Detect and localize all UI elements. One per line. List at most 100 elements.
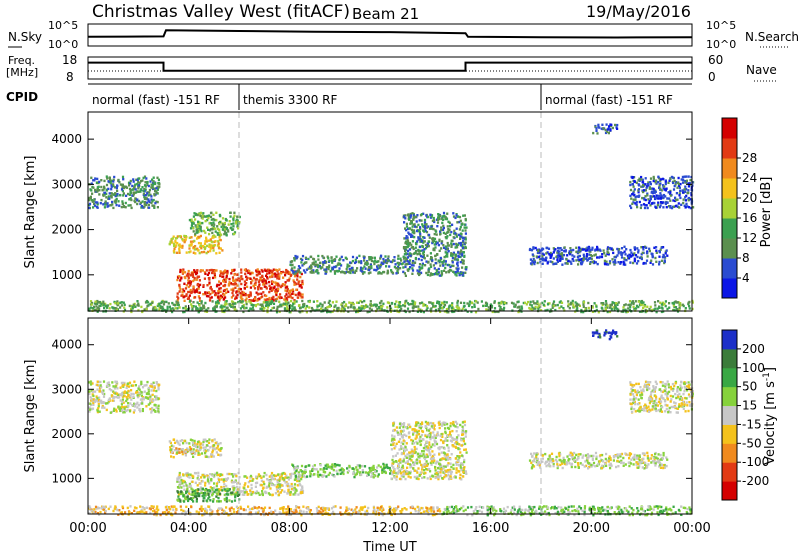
data-cell xyxy=(114,385,117,388)
data-cell xyxy=(121,202,124,205)
data-cell xyxy=(248,293,251,297)
data-cell xyxy=(215,484,218,488)
data-cell xyxy=(440,242,443,245)
data-cell xyxy=(631,183,634,186)
data-cell xyxy=(448,268,451,272)
data-cell xyxy=(629,303,632,306)
data-cell xyxy=(228,499,231,502)
data-cell xyxy=(644,195,647,198)
data-cell xyxy=(251,479,254,482)
data-cell xyxy=(150,411,153,414)
data-cell xyxy=(184,450,187,453)
data-cell xyxy=(261,280,264,283)
data-cell xyxy=(559,255,562,258)
data-cell xyxy=(210,455,213,458)
data-cell xyxy=(150,183,153,186)
data-cell xyxy=(663,260,666,263)
data-cell xyxy=(189,243,192,246)
data-cell xyxy=(219,473,223,476)
data-cell xyxy=(189,274,192,277)
data-cell xyxy=(288,485,291,488)
data-cell xyxy=(638,310,642,313)
data-cell xyxy=(655,194,658,197)
data-cell xyxy=(124,201,127,205)
data-cell xyxy=(254,304,257,307)
data-cell xyxy=(399,257,402,260)
data-cell xyxy=(529,303,532,306)
data-cell xyxy=(271,288,275,291)
data-cell xyxy=(606,128,609,131)
data-cell xyxy=(645,204,648,207)
data-cell xyxy=(245,489,248,492)
data-cell xyxy=(232,488,235,492)
data-cell xyxy=(663,261,666,265)
data-cell xyxy=(115,410,118,413)
data-cell xyxy=(198,445,201,448)
data-cell xyxy=(533,302,536,305)
data-cell xyxy=(101,392,105,395)
data-cell xyxy=(187,499,190,503)
data-cell xyxy=(97,407,100,410)
data-cell xyxy=(406,252,409,255)
data-cell xyxy=(123,411,126,414)
data-cell xyxy=(152,180,155,183)
data-cell xyxy=(209,285,212,289)
colorbar-swatch xyxy=(722,178,737,199)
data-cell xyxy=(291,296,294,300)
data-cell xyxy=(112,409,115,412)
data-cell xyxy=(119,183,122,186)
data-cell xyxy=(281,472,284,475)
data-cell xyxy=(106,202,109,205)
data-cell xyxy=(249,272,252,275)
data-cell xyxy=(136,401,139,404)
data-cell xyxy=(193,278,196,281)
data-cell xyxy=(194,296,197,299)
data-cell xyxy=(397,254,400,258)
data-cell xyxy=(261,492,264,495)
data-cell xyxy=(411,246,414,249)
data-cell xyxy=(188,442,191,445)
data-cell xyxy=(236,482,239,485)
data-cell xyxy=(459,250,462,254)
data-cell xyxy=(333,265,336,269)
data-cell xyxy=(534,246,537,250)
data-cell xyxy=(205,499,208,502)
data-cell xyxy=(218,287,221,290)
data-cell xyxy=(678,186,681,189)
data-cell xyxy=(208,299,212,302)
data-cell xyxy=(144,188,147,191)
data-cell xyxy=(610,308,613,311)
date-label: 19/May/2016 xyxy=(586,2,691,21)
data-cell xyxy=(178,498,181,501)
data-cell xyxy=(128,184,131,187)
data-cell xyxy=(191,480,194,483)
data-cell xyxy=(359,266,363,269)
data-cell xyxy=(535,255,538,258)
data-cell xyxy=(147,390,150,393)
data-cell xyxy=(219,447,222,450)
data-cell xyxy=(172,250,175,253)
data-cell xyxy=(363,271,366,274)
data-cell xyxy=(641,190,645,194)
data-cell xyxy=(272,286,275,290)
data-cell xyxy=(419,249,422,253)
data-cell xyxy=(461,274,464,277)
data-cell xyxy=(225,276,228,279)
data-cell xyxy=(199,269,202,272)
data-cell xyxy=(120,304,123,307)
data-cell xyxy=(456,264,459,267)
data-cell xyxy=(195,278,198,281)
data-cell xyxy=(386,301,389,304)
data-cell xyxy=(273,272,276,275)
data-cell xyxy=(378,266,381,270)
data-cell xyxy=(213,223,216,226)
data-cell xyxy=(643,305,646,308)
data-cell xyxy=(325,266,328,269)
data-cell xyxy=(90,403,93,407)
data-cell xyxy=(151,187,155,191)
data-cell xyxy=(660,259,664,262)
data-cell xyxy=(146,300,149,303)
data-cell xyxy=(249,286,252,289)
data-cell xyxy=(325,467,328,470)
data-cell xyxy=(551,304,554,307)
